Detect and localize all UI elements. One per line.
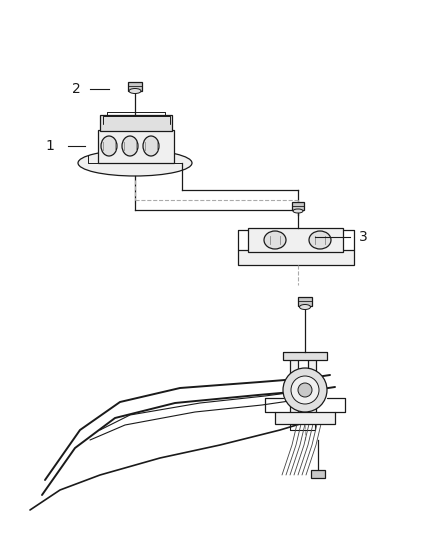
Ellipse shape	[122, 136, 138, 156]
Bar	[311, 470, 325, 478]
Ellipse shape	[264, 231, 286, 249]
Bar	[98, 130, 174, 163]
Circle shape	[283, 368, 327, 412]
Ellipse shape	[129, 88, 141, 93]
Bar	[292, 202, 304, 210]
Bar	[128, 82, 142, 91]
Bar	[248, 228, 343, 252]
Ellipse shape	[143, 136, 159, 156]
Text: 2: 2	[72, 82, 81, 96]
Text: 3: 3	[359, 230, 368, 244]
Ellipse shape	[293, 209, 303, 213]
Bar	[290, 358, 298, 413]
Ellipse shape	[309, 231, 331, 249]
Bar	[298, 297, 312, 306]
Bar	[283, 352, 327, 360]
Ellipse shape	[300, 304, 311, 310]
Ellipse shape	[101, 136, 117, 156]
Bar	[275, 412, 335, 424]
Bar	[238, 250, 354, 265]
Circle shape	[298, 383, 312, 397]
Bar	[308, 358, 316, 413]
Text: 1: 1	[46, 139, 55, 152]
Circle shape	[291, 376, 319, 404]
Bar	[100, 115, 172, 131]
Ellipse shape	[78, 150, 192, 176]
